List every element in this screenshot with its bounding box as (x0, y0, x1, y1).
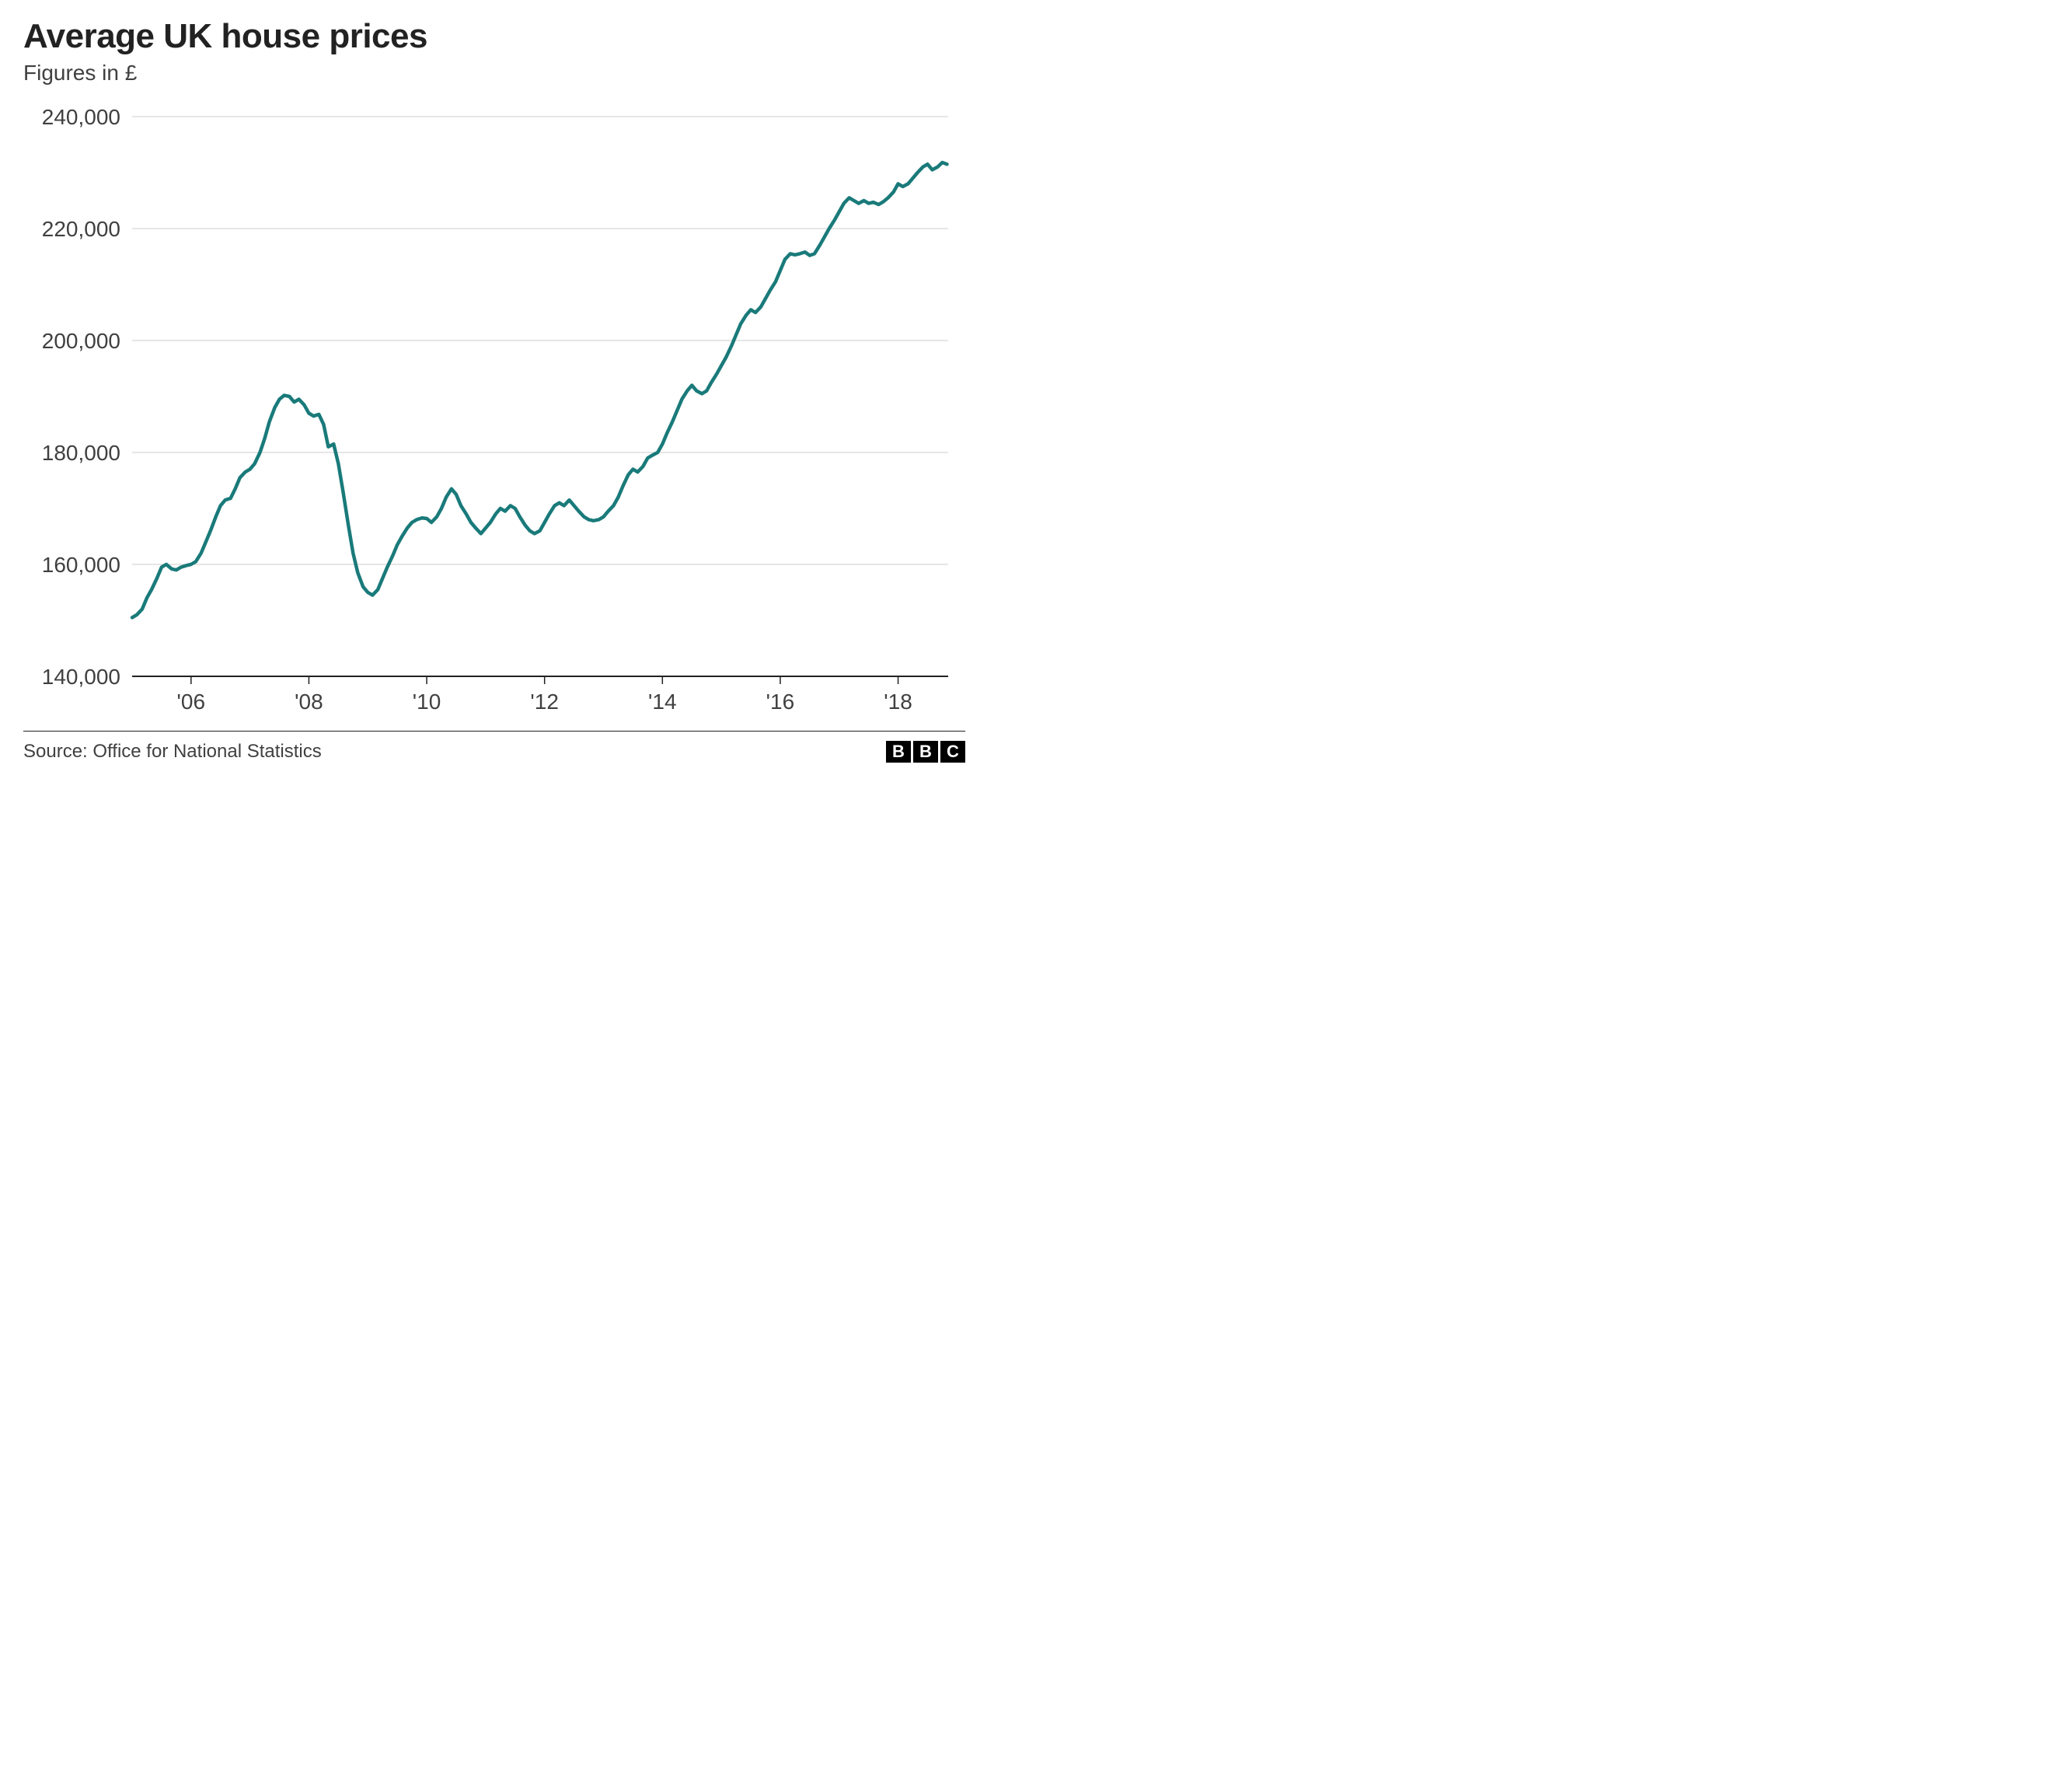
x-axis-label: '14 (648, 690, 677, 714)
bbc-logo: B B C (886, 741, 965, 763)
x-axis-label: '06 (177, 690, 205, 714)
chart-container: Average UK house prices Figures in £ 140… (0, 0, 989, 778)
x-axis-label: '10 (413, 690, 441, 714)
chart-footer: Source: Office for National Statistics B… (23, 731, 965, 763)
source-text: Source: Office for National Statistics (23, 741, 322, 763)
price-line-series (132, 162, 947, 617)
chart-title: Average UK house prices (23, 17, 965, 56)
plot-area: 140,000 160,000 180,000 200,000 220,000 240,0… (23, 109, 965, 723)
y-axis-label: 240,000 (42, 109, 120, 129)
x-axis-label: '08 (295, 690, 323, 714)
y-axis-label: 180,000 (42, 441, 120, 465)
x-axis-label: '12 (530, 690, 559, 714)
x-axis-label: '18 (884, 690, 912, 714)
x-axis-label: '16 (766, 690, 795, 714)
bbc-logo-block: C (940, 741, 965, 763)
bbc-logo-block: B (913, 741, 938, 763)
y-axis-label: 200,000 (42, 329, 120, 353)
y-axis-label: 140,000 (42, 665, 120, 689)
line-chart-svg: 140,000 160,000 180,000 200,000 220,000 240,0… (23, 109, 964, 723)
y-axis-label: 220,000 (42, 217, 120, 241)
chart-subtitle: Figures in £ (23, 61, 965, 86)
bbc-logo-block: B (886, 741, 911, 763)
y-axis-label: 160,000 (42, 553, 120, 577)
